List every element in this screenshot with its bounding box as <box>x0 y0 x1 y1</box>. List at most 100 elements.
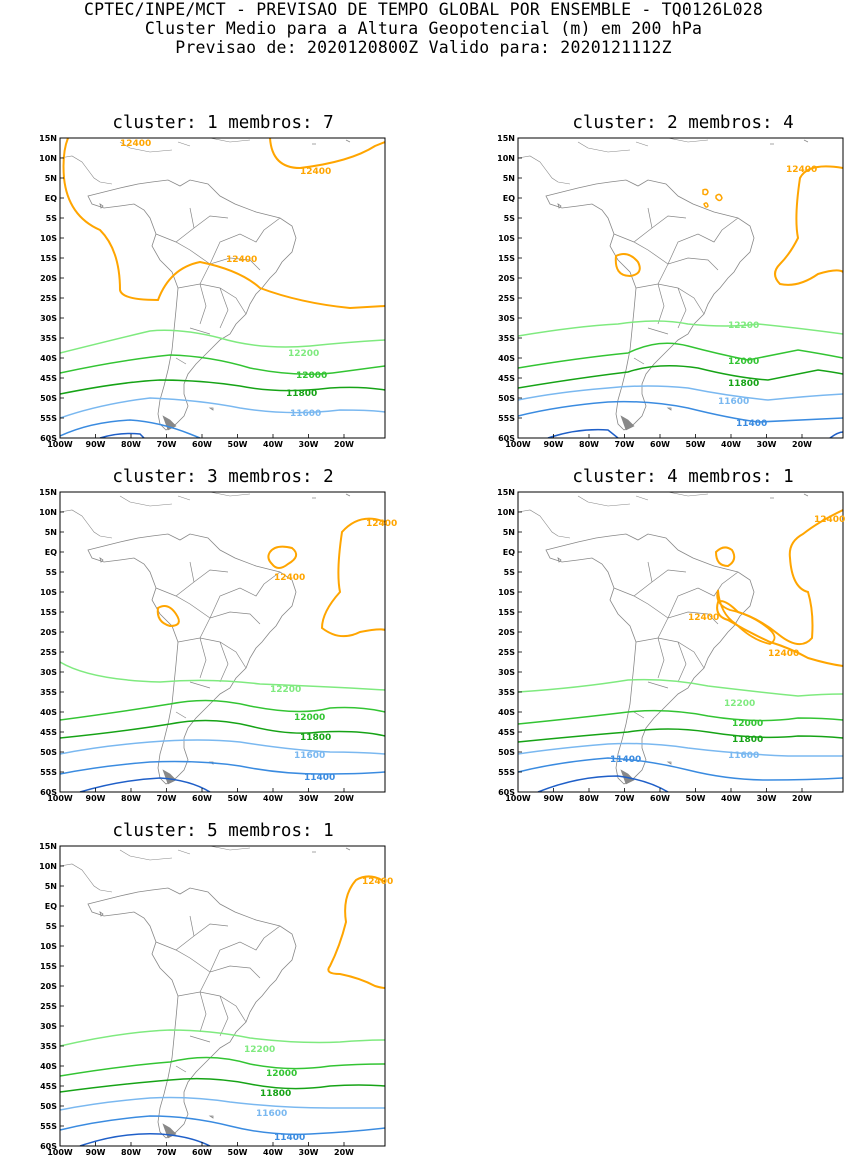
contour-12400-tiny <box>702 188 723 208</box>
contour-11400 <box>518 757 843 781</box>
lat-tick-label: 45S <box>498 728 515 737</box>
lat-tick-label: EQ <box>503 548 515 557</box>
lat-tick-label: 15S <box>40 608 57 617</box>
contour-label: 12400 <box>768 649 799 659</box>
lon-tick-label: 50W <box>228 794 248 803</box>
contour-12000 <box>60 699 385 721</box>
lat-tick-label: 40S <box>498 354 515 363</box>
lat-tick-label: 30S <box>40 314 57 323</box>
lon-tick-label: 80W <box>121 1148 141 1157</box>
lat-tick-label: 60S <box>40 434 57 443</box>
contour-11200 <box>79 777 211 792</box>
contour-label: 12000 <box>296 371 327 381</box>
axis-ticks: 15N 10N 5N EQ 5S 10S 15S 20S 25S 30S 35S 40S 45S 50S 5… <box>497 488 812 803</box>
lon-tick-label: 80W <box>121 440 141 449</box>
contour-label: 12400 <box>300 167 331 177</box>
lon-tick-label: 100W <box>47 1148 73 1157</box>
lat-tick-label: 15S <box>40 254 57 263</box>
lon-tick-label: 90W <box>86 794 106 803</box>
contour-label: 12400 <box>814 515 845 525</box>
map-panel-cluster-2: 15N 10N 5N EQ 5S 10S 15S 20S 25S 30S 35S 40S 45S 50S 5… <box>488 134 847 449</box>
lon-tick-label: 60W <box>192 440 212 449</box>
lon-tick-label: 100W <box>47 440 73 449</box>
lat-tick-label: 5S <box>46 568 58 577</box>
contour-label: 12000 <box>728 357 759 367</box>
contour-label: 12400 <box>274 573 305 583</box>
lat-tick-label: 5S <box>504 214 516 223</box>
lon-tick-label: 50W <box>686 440 706 449</box>
lat-tick-label: 20S <box>498 628 515 637</box>
contour-12200 <box>518 320 843 337</box>
panel-title-cluster-5: cluster: 5 membros: 1 <box>112 821 334 841</box>
lat-tick-label: 10S <box>40 942 57 951</box>
contour-label: 11600 <box>290 409 321 419</box>
contour-12200 <box>60 329 385 354</box>
axis-ticks: 15N 10N 5N EQ 5S 10S 15S 20S 25S 30S 35S 40S 45S 50S 5… <box>39 842 354 1157</box>
lat-tick-label: 55S <box>498 768 515 777</box>
lat-tick-label: 40S <box>498 708 515 717</box>
lat-tick-label: 55S <box>40 768 57 777</box>
lat-tick-label: 5S <box>504 568 516 577</box>
lon-tick-label: 50W <box>228 440 248 449</box>
lat-tick-label: 5N <box>503 174 515 183</box>
lat-tick-label: 55S <box>498 414 515 423</box>
contour-label: 11600 <box>256 1109 287 1119</box>
lon-tick-label: 80W <box>579 440 599 449</box>
lat-tick-label: 35S <box>40 688 57 697</box>
lon-tick-label: 70W <box>615 440 635 449</box>
lat-tick-label: 5S <box>46 214 58 223</box>
lon-tick-label: 70W <box>157 1148 177 1157</box>
lat-tick-label: 10N <box>497 508 515 517</box>
contour-11400 <box>518 400 843 423</box>
contour-12400-small-2 <box>156 605 180 628</box>
contour-label: 12000 <box>294 713 325 723</box>
lat-tick-label: 5N <box>45 882 57 891</box>
lat-tick-label: 40S <box>40 354 57 363</box>
lat-tick-label: 20S <box>498 274 515 283</box>
contour-label: 11600 <box>728 751 759 761</box>
contour-11800 <box>60 1077 385 1093</box>
contour-12400-small <box>714 546 736 568</box>
lat-tick-label: EQ <box>45 902 57 911</box>
contour-11200 <box>547 428 843 438</box>
lat-tick-label: 55S <box>40 414 57 423</box>
contour-label: 11800 <box>260 1089 291 1099</box>
lon-tick-label: 20W <box>334 440 354 449</box>
lat-tick-label: 10S <box>498 234 515 243</box>
lat-tick-label: 5N <box>45 528 57 537</box>
lon-tick-label: 30W <box>299 794 319 803</box>
contour-label: 12000 <box>266 1069 297 1079</box>
map-panel-cluster-1: 15N 10N 5N EQ 5S 10S 15S 20S 25S 30S 35S 40S 45S 50S 5… <box>30 134 390 449</box>
contour-label: 12400 <box>366 519 397 529</box>
lat-tick-label: 40S <box>40 708 57 717</box>
contour-label: 11400 <box>304 773 335 783</box>
contour-label: 12400 <box>226 255 257 265</box>
lat-tick-label: 45S <box>40 1082 57 1091</box>
panel-title-cluster-3: cluster: 3 membros: 2 <box>112 467 334 487</box>
lat-tick-label: EQ <box>45 194 57 203</box>
contour-12200 <box>518 678 843 697</box>
contour-12000 <box>60 1056 385 1077</box>
contour-11800 <box>518 728 843 743</box>
contour-label: 11400 <box>736 419 767 429</box>
contour-label: 11600 <box>294 751 325 761</box>
contour-11600 <box>60 397 385 419</box>
lat-tick-label: 30S <box>40 1022 57 1031</box>
figure-header: CPTEC/INPE/MCT - PREVISAO DE TEMPO GLOBA… <box>0 0 847 57</box>
lat-tick-label: EQ <box>503 194 515 203</box>
lon-tick-label: 60W <box>192 1148 212 1157</box>
contour-12000 <box>60 354 385 375</box>
lat-tick-label: 15N <box>497 134 515 143</box>
map-panel-cluster-4: 15N 10N 5N EQ 5S 10S 15S 20S 25S 30S 35S 40S 45S 50S 5… <box>488 488 847 803</box>
lat-tick-label: EQ <box>45 548 57 557</box>
contour-11800 <box>60 379 385 395</box>
panel-title-cluster-2: cluster: 2 membros: 4 <box>572 113 794 133</box>
contour-label: 12400 <box>688 613 719 623</box>
contour-11400 <box>60 419 201 438</box>
lat-tick-label: 10S <box>498 588 515 597</box>
contour-11800 <box>518 365 843 389</box>
contour-11600 <box>518 742 843 757</box>
lat-tick-label: 45S <box>498 374 515 383</box>
lat-tick-label: 50S <box>40 748 57 757</box>
contour-11600 <box>60 739 385 755</box>
